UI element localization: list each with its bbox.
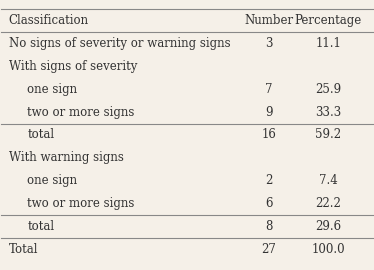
Text: 2: 2 [265,174,272,187]
Text: 7.4: 7.4 [319,174,337,187]
Text: 100.0: 100.0 [311,243,345,256]
Text: total: total [27,129,55,141]
Text: No signs of severity or warning signs: No signs of severity or warning signs [9,37,230,50]
Text: 25.9: 25.9 [315,83,341,96]
Text: two or more signs: two or more signs [27,106,135,119]
Text: two or more signs: two or more signs [27,197,135,210]
Text: one sign: one sign [27,83,77,96]
Text: 59.2: 59.2 [315,129,341,141]
Text: 11.1: 11.1 [315,37,341,50]
Text: 33.3: 33.3 [315,106,341,119]
Text: 6: 6 [265,197,272,210]
Text: one sign: one sign [27,174,77,187]
Text: 29.6: 29.6 [315,220,341,233]
Text: Number: Number [244,14,293,27]
Text: Total: Total [9,243,38,256]
Text: total: total [27,220,55,233]
Text: With warning signs: With warning signs [9,151,124,164]
Text: 3: 3 [265,37,272,50]
Text: 27: 27 [261,243,276,256]
Text: With signs of severity: With signs of severity [9,60,137,73]
Text: 7: 7 [265,83,272,96]
Text: 22.2: 22.2 [315,197,341,210]
Text: 8: 8 [265,220,272,233]
Text: 16: 16 [261,129,276,141]
Text: Percentage: Percentage [294,14,362,27]
Text: 9: 9 [265,106,272,119]
Text: Classification: Classification [9,14,89,27]
